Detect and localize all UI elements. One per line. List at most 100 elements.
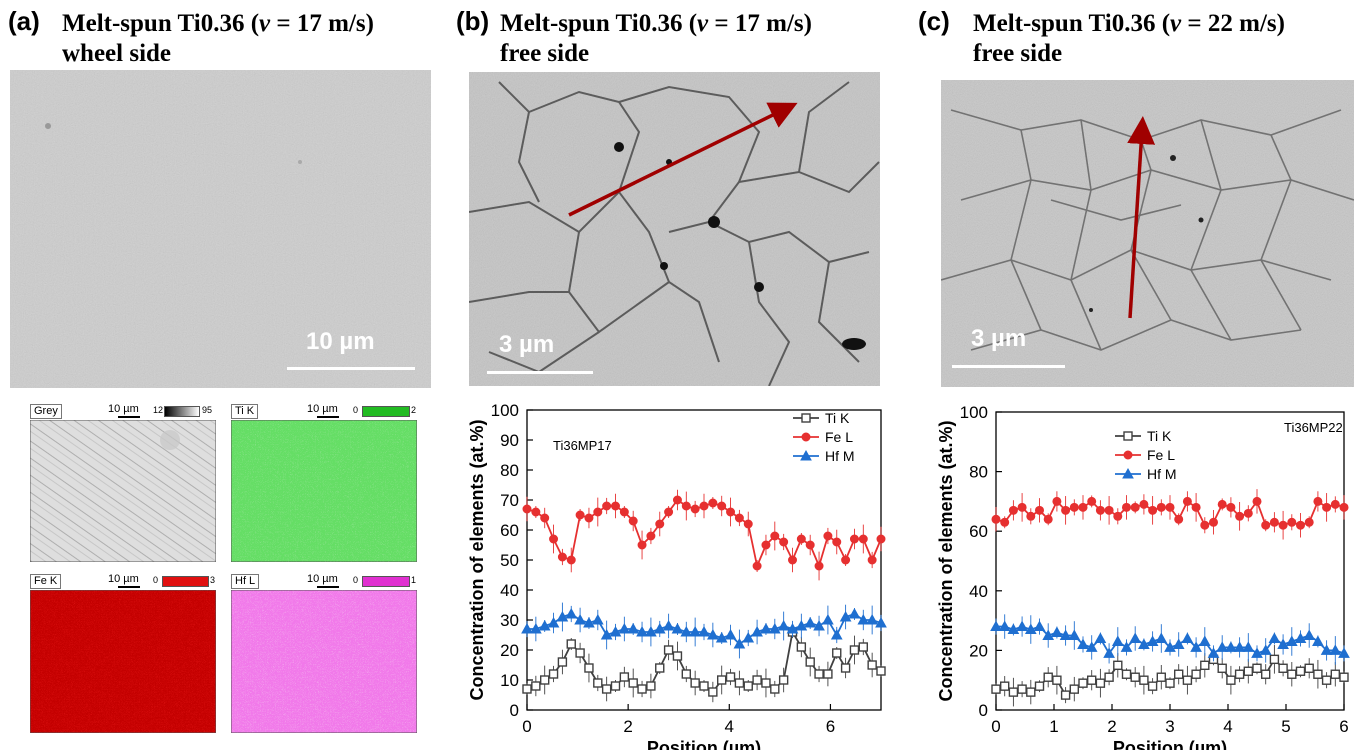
- data-point: [804, 616, 817, 628]
- data-point: [1024, 623, 1037, 635]
- data-point: [1191, 669, 1201, 679]
- line-scan-arrow-b: [568, 102, 798, 217]
- data-point: [1120, 641, 1133, 652]
- line-profile-chart-c: 0 20 40 60 80 100 0 1 2 3 4 5 6 Position (µm) Concentr…: [918, 392, 1359, 755]
- data-point: [628, 678, 638, 688]
- data-point: [1243, 666, 1253, 676]
- data-point: [557, 552, 567, 562]
- data-point: [681, 669, 692, 679]
- data-point: [876, 666, 886, 676]
- data-point: [646, 681, 656, 691]
- data-point: [751, 625, 763, 637]
- data-point: [1043, 672, 1053, 682]
- data-point: [1287, 517, 1297, 527]
- y-tick-label: 80: [969, 463, 988, 482]
- data-point: [1251, 647, 1263, 658]
- data-point: [1061, 505, 1071, 515]
- data-point: [662, 619, 675, 631]
- data-point: [672, 651, 683, 661]
- data-point: [609, 625, 622, 637]
- data-point: [724, 628, 737, 640]
- y-tick-label: 60: [969, 522, 988, 541]
- data-point: [1339, 672, 1349, 682]
- data-point: [531, 507, 541, 517]
- data-point: [1156, 502, 1166, 512]
- data-point: [1104, 672, 1114, 682]
- data-point: [645, 625, 657, 637]
- eds-map-hf-min: 0: [353, 575, 359, 585]
- eds-map-hf: [231, 590, 417, 733]
- eds-map-ti-max: 2: [411, 405, 417, 415]
- data-point: [584, 513, 594, 523]
- data-point: [600, 628, 613, 640]
- data-point: [618, 622, 631, 634]
- panel-a-label: (a): [8, 6, 40, 36]
- data-point: [1261, 669, 1271, 679]
- scalebar-b-label: 3 µm: [499, 331, 555, 358]
- y-tick-label: 0: [510, 701, 519, 720]
- x-tick-label: 6: [1339, 717, 1348, 736]
- data-point: [1051, 626, 1063, 638]
- y-tick-label: 20: [500, 641, 519, 660]
- data-point: [1269, 654, 1280, 665]
- legend-entry: Ti K: [1147, 428, 1172, 444]
- data-point: [822, 613, 834, 625]
- y-tick-label: 20: [969, 641, 988, 660]
- data-point: [823, 669, 833, 679]
- data-point: [601, 684, 612, 694]
- data-point: [619, 507, 629, 517]
- data-point: [1034, 681, 1045, 691]
- data-point: [680, 625, 693, 637]
- data-point: [1226, 502, 1236, 512]
- data-point: [733, 637, 746, 649]
- data-point: [1000, 517, 1010, 527]
- data-point: [1113, 511, 1123, 521]
- y-axis-label: Concentration of elements (at.%): [467, 419, 487, 700]
- data-point: [628, 516, 638, 526]
- data-point: [646, 531, 656, 541]
- data-point: [663, 645, 674, 655]
- legend-marker: [801, 432, 811, 442]
- data-point: [999, 681, 1010, 691]
- eds-map-fe-scale: 10 µm: [108, 573, 139, 585]
- line-profile-chart-b: 0 10 20 30 40 50 60 70 80 90 100 0 2 4 6 Position (µm) C…: [455, 392, 900, 755]
- data-point: [1026, 687, 1036, 697]
- data-point: [770, 531, 780, 541]
- data-point: [1095, 678, 1106, 688]
- data-point: [637, 540, 647, 550]
- y-tick-label: 100: [960, 403, 988, 422]
- data-point: [1226, 675, 1236, 685]
- data-point: [1139, 499, 1149, 509]
- legend-entry: Hf M: [825, 448, 855, 464]
- legend-entry: Fe L: [825, 429, 853, 445]
- data-point: [707, 628, 719, 640]
- data-point: [832, 648, 842, 658]
- series-hf-m: [521, 602, 887, 659]
- y-tick-label: 50: [500, 551, 519, 570]
- data-point: [619, 672, 630, 682]
- data-point: [1312, 635, 1324, 646]
- data-point: [698, 625, 710, 637]
- data-point: [1243, 508, 1253, 518]
- data-point: [1078, 678, 1088, 688]
- data-point: [602, 501, 612, 511]
- data-point: [1155, 632, 1168, 643]
- data-point: [1094, 632, 1107, 643]
- data-point: [795, 619, 808, 631]
- data-point: [593, 678, 603, 688]
- eds-map-fe-min: 0: [153, 575, 159, 585]
- data-point: [538, 619, 551, 631]
- data-point: [699, 681, 709, 691]
- eds-map-grey-colorbar: [164, 406, 200, 417]
- data-point: [1277, 638, 1289, 649]
- data-point: [1103, 647, 1115, 658]
- x-axis-label: Position (µm): [647, 738, 761, 750]
- legend-marker: [1123, 431, 1133, 441]
- line-scan-arrow-c: [1127, 116, 1156, 319]
- legend-marker: [1123, 450, 1133, 460]
- data-point: [1330, 499, 1340, 509]
- data-point: [823, 531, 833, 541]
- eds-map-grey-label: Grey: [30, 404, 62, 419]
- data-point: [699, 501, 709, 511]
- data-point: [610, 681, 621, 691]
